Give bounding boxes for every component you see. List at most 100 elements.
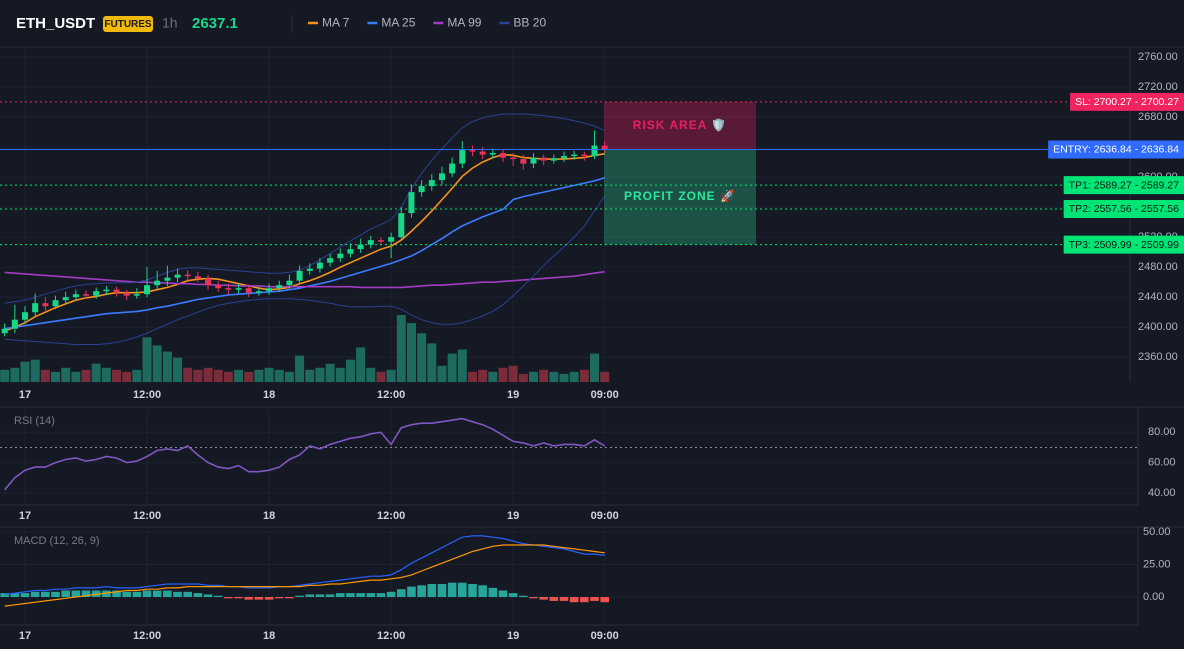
candle-body — [388, 237, 395, 242]
candle-body — [164, 277, 171, 281]
candle-body — [93, 291, 100, 296]
volume-bar — [132, 369, 142, 382]
volume-bar — [498, 367, 508, 382]
indicator-line — [4, 270, 605, 289]
x-tick-label: 12:00 — [133, 630, 161, 642]
volume-bar — [295, 355, 305, 382]
x-tick-label: 09:00 — [591, 389, 619, 401]
histogram-bar — [102, 590, 111, 598]
last-price: 2637.1 — [192, 15, 238, 32]
y-tick-label: 0.00 — [1143, 591, 1164, 603]
candle-body — [32, 303, 39, 313]
volume-bar — [417, 333, 427, 382]
y-tick-label: 2360.00 — [1138, 351, 1178, 363]
volume-bar — [325, 363, 335, 382]
volume-bar — [122, 371, 132, 382]
volume-bar — [10, 367, 20, 382]
zone — [604, 149, 756, 245]
volume-bar — [467, 371, 477, 382]
x-tick-label: 19 — [507, 389, 519, 401]
indicator-line — [4, 113, 605, 304]
candle-body — [571, 154, 578, 157]
x-tick-label: 12:00 — [377, 510, 405, 522]
volume-bar — [478, 369, 488, 382]
histogram-bar — [519, 595, 528, 598]
y-tick-label: 2680.00 — [1138, 111, 1178, 123]
histogram-bar — [478, 585, 487, 598]
volume-bar — [508, 365, 518, 382]
volume-bar — [559, 373, 569, 382]
symbol: ETH_USDT — [16, 15, 95, 32]
histogram-bar — [508, 593, 518, 598]
histogram-bar — [0, 593, 9, 598]
histogram-bar — [264, 597, 274, 600]
volume-bar — [447, 353, 457, 382]
candle-body — [438, 173, 445, 181]
level-label: SL: 2700.27 - 2700.27 — [1075, 96, 1179, 108]
candle-body — [113, 289, 120, 293]
volume-bar — [81, 369, 91, 382]
histogram-bar — [132, 591, 142, 598]
legend-label: MA 99 — [447, 16, 481, 30]
volume-bar — [569, 371, 579, 382]
candle-body — [337, 253, 344, 259]
x-tick-label: 12:00 — [133, 389, 161, 401]
candle-body — [449, 163, 456, 174]
x-tick-label: 17 — [19, 630, 31, 642]
x-tick-label: 09:00 — [591, 630, 619, 642]
zone — [604, 101, 756, 150]
candle-body — [296, 270, 303, 281]
volume-bar — [173, 357, 183, 382]
volume-bar — [437, 365, 447, 382]
x-tick-label: 12:00 — [133, 510, 161, 522]
candle-body — [489, 153, 496, 155]
volume-bar — [244, 371, 254, 382]
volume-bar — [152, 345, 162, 382]
candle-body — [550, 158, 557, 161]
candle-body — [83, 294, 90, 296]
legend-label: BB 20 — [513, 16, 546, 30]
candle-body — [347, 249, 354, 254]
histogram-bar — [203, 594, 213, 598]
candle-body — [133, 294, 140, 296]
histogram-bar — [559, 597, 569, 601]
candle-body — [276, 285, 283, 289]
histogram-bar — [173, 591, 182, 598]
candle-body — [72, 294, 79, 298]
histogram-bar — [346, 593, 355, 598]
x-tick-label: 12:00 — [377, 389, 405, 401]
volume-bar — [51, 371, 61, 382]
histogram-bar — [152, 590, 162, 598]
level-label-box — [1070, 92, 1184, 111]
candle-body — [266, 288, 273, 292]
volume-bar — [335, 367, 345, 382]
volume-bar — [213, 369, 223, 382]
panel-title: MACD (12, 26, 9) — [14, 535, 100, 547]
macd-line — [4, 544, 605, 607]
candle-body — [540, 157, 547, 161]
volume-bar — [345, 359, 355, 382]
x-tick-label: 18 — [263, 389, 275, 401]
volume-bar — [162, 351, 172, 382]
level-label: TP1: 2589.27 - 2589.27 — [1069, 179, 1179, 191]
histogram-bar — [437, 584, 447, 598]
candle-body — [418, 186, 425, 193]
histogram-bar — [112, 590, 121, 598]
volume-bar — [488, 371, 498, 382]
histogram-bar — [600, 597, 609, 603]
panel-title: RSI (14) — [14, 415, 55, 427]
histogram-bar — [163, 590, 172, 598]
candle-body — [215, 285, 222, 289]
candle-body — [62, 297, 69, 301]
candle-body — [174, 274, 181, 278]
x-tick-label: 19 — [507, 510, 519, 522]
histogram-bar — [447, 582, 457, 598]
volume-bar — [101, 367, 111, 382]
level-label: TP3: 2509.99 - 2509.99 — [1069, 239, 1179, 251]
candle-body — [1, 328, 8, 334]
candle-body — [459, 150, 466, 164]
histogram-bar — [539, 597, 548, 600]
histogram-bar — [590, 597, 599, 601]
